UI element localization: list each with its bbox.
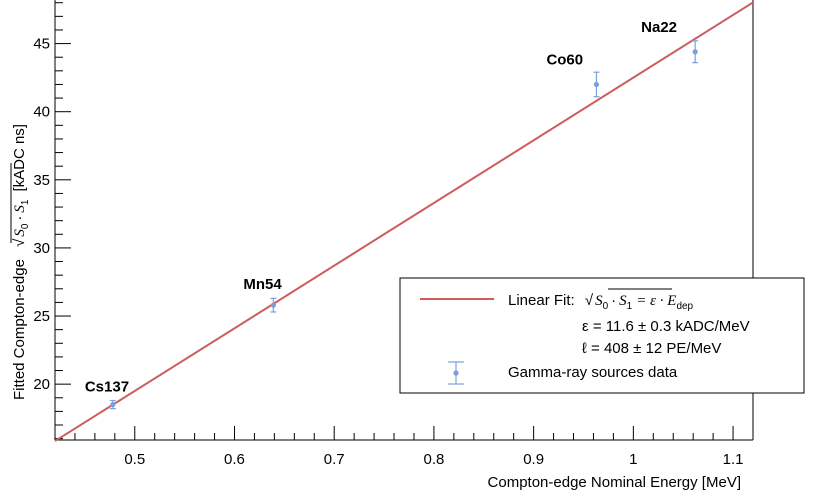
legend-ell-line: ℓ = 408 ± 12 PE/MeV bbox=[582, 340, 721, 357]
x-tick-label: 0.8 bbox=[423, 451, 444, 468]
data-point-co60 bbox=[593, 71, 600, 98]
data-points bbox=[109, 40, 699, 410]
x-tick-label: 0.5 bbox=[124, 451, 145, 468]
y-tick-label: 25 bbox=[33, 308, 50, 325]
point-label-cs137: Cs137 bbox=[85, 379, 129, 396]
y-tick-label: 35 bbox=[33, 172, 50, 189]
y-tick-label: 40 bbox=[33, 104, 50, 121]
point-label-co60: Co60 bbox=[546, 51, 583, 68]
y-tick-label: 20 bbox=[33, 376, 50, 393]
data-point-mn54 bbox=[270, 297, 277, 313]
point-label-mn54: Mn54 bbox=[243, 276, 282, 293]
x-axis-ticks: 0.5 0.6 0.7 0.8 0.9 1 1.1 bbox=[54, 426, 754, 468]
y-axis-label-s1-sub: 1 bbox=[20, 199, 31, 205]
y-tick-label: 30 bbox=[33, 240, 50, 257]
x-tick-label: 1.1 bbox=[723, 451, 744, 468]
data-marker bbox=[692, 49, 698, 55]
y-axis-label-s0: S bbox=[12, 229, 28, 237]
data-marker bbox=[110, 401, 116, 408]
x-tick-label: 0.9 bbox=[523, 451, 544, 468]
data-marker bbox=[593, 81, 600, 88]
legend-fit-lhs-dot: · bbox=[611, 292, 616, 309]
legend-fit-label: Linear Fit: bbox=[508, 292, 575, 309]
x-tick-label: 0.7 bbox=[324, 451, 345, 468]
y-tick-label: 45 bbox=[33, 36, 50, 53]
x-axis-label: Compton-edge Nominal Energy [MeV] bbox=[488, 474, 741, 491]
y-axis-label: Fitted Compton-edge √S0·S1[kADC ns] bbox=[11, 124, 31, 400]
y-axis-label-prefix: Fitted Compton-edge bbox=[11, 259, 28, 400]
legend-data-label: Gamma-ray sources data bbox=[508, 364, 678, 381]
data-point-na22 bbox=[692, 40, 699, 64]
y-axis-label-s1: S bbox=[12, 205, 28, 213]
data-marker bbox=[270, 302, 276, 308]
legend-fit-text: Linear Fit: √ S0 · S1 = ε · Edep bbox=[508, 292, 694, 312]
point-labels: Cs137 Mn54 Co60 Na22 bbox=[85, 19, 677, 396]
legend-fit-lhs-s0: S bbox=[595, 293, 603, 309]
fit-line bbox=[54, 1, 754, 442]
legend-fit-lhs-s0-sub: 0 bbox=[603, 301, 609, 312]
fit-line-group bbox=[54, 1, 754, 442]
point-label-na22: Na22 bbox=[641, 19, 677, 36]
legend-data-marker bbox=[448, 361, 464, 385]
x-tick-label: 1 bbox=[629, 451, 637, 468]
data-point-cs137 bbox=[109, 399, 116, 410]
legend: Linear Fit: √ S0 · S1 = ε · Edep ε = 11.6 ± … bbox=[399, 277, 805, 394]
legend-fit-lhs-s1-sub: 1 bbox=[627, 301, 633, 312]
legend-epsilon-line: ε = 11.6 ± 0.3 kADC/MeV bbox=[582, 318, 750, 335]
legend-fit-eq: = ε · E bbox=[636, 293, 676, 309]
legend-data-dot bbox=[453, 370, 459, 376]
legend-fit-lhs-s1: S bbox=[619, 293, 627, 309]
y-axis-ticks: 20 25 30 35 40 45 bbox=[33, 2, 71, 440]
y-axis-label-s0-sub: 0 bbox=[20, 223, 31, 229]
y-axis-label-dot: · bbox=[11, 216, 28, 221]
legend-fit-eq-sub: dep bbox=[676, 301, 693, 312]
x-tick-label: 0.6 bbox=[224, 451, 245, 468]
legend-box bbox=[399, 277, 805, 394]
y-axis-label-unit: [kADC ns] bbox=[11, 124, 28, 192]
